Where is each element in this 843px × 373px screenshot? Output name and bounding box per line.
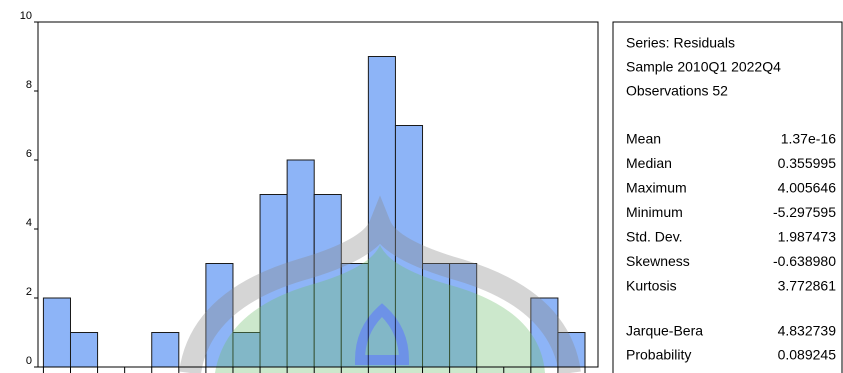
stat-value: 3.772861 xyxy=(778,278,837,294)
stat-value: -0.638980 xyxy=(773,253,836,269)
stat-name: Median xyxy=(626,155,672,171)
stats-header: Observations 52 xyxy=(626,83,728,99)
stat-name: Skewness xyxy=(626,253,690,269)
stats-header: Sample 2010Q1 2022Q4 xyxy=(626,59,781,75)
test-name: Jarque-Bera xyxy=(626,323,703,339)
y-tick-label: 4 xyxy=(26,217,32,229)
y-tick-label: 6 xyxy=(26,148,32,160)
stat-value: 0.355995 xyxy=(778,155,837,171)
stat-value: 1.37e-16 xyxy=(781,131,836,147)
y-tick-label: 10 xyxy=(20,10,32,22)
y-tick-label: 8 xyxy=(26,79,32,91)
stat-name: Mean xyxy=(626,131,661,147)
stat-value: -5.297595 xyxy=(773,204,836,220)
stat-name: Std. Dev. xyxy=(626,229,683,245)
stat-name: Maximum xyxy=(626,180,687,196)
watermark xyxy=(190,225,570,373)
bar xyxy=(152,333,179,368)
test-value: 0.089245 xyxy=(778,347,837,363)
stats-header: Series: Residuals xyxy=(626,35,735,51)
stat-value: 4.005646 xyxy=(778,180,837,196)
bar xyxy=(70,333,97,368)
test-name: Probability xyxy=(626,347,691,363)
stat-name: Minimum xyxy=(626,204,683,220)
stat-name: Kurtosis xyxy=(626,278,677,294)
test-value: 4.832739 xyxy=(778,323,837,339)
bar xyxy=(43,298,70,367)
stat-value: 1.987473 xyxy=(778,229,837,245)
y-tick-label: 2 xyxy=(26,286,32,298)
chart: 0 2 4 6 8 10 Series: Residuals Sample 2010Q1 20… xyxy=(0,0,843,373)
y-tick-label: 0 xyxy=(26,355,32,367)
